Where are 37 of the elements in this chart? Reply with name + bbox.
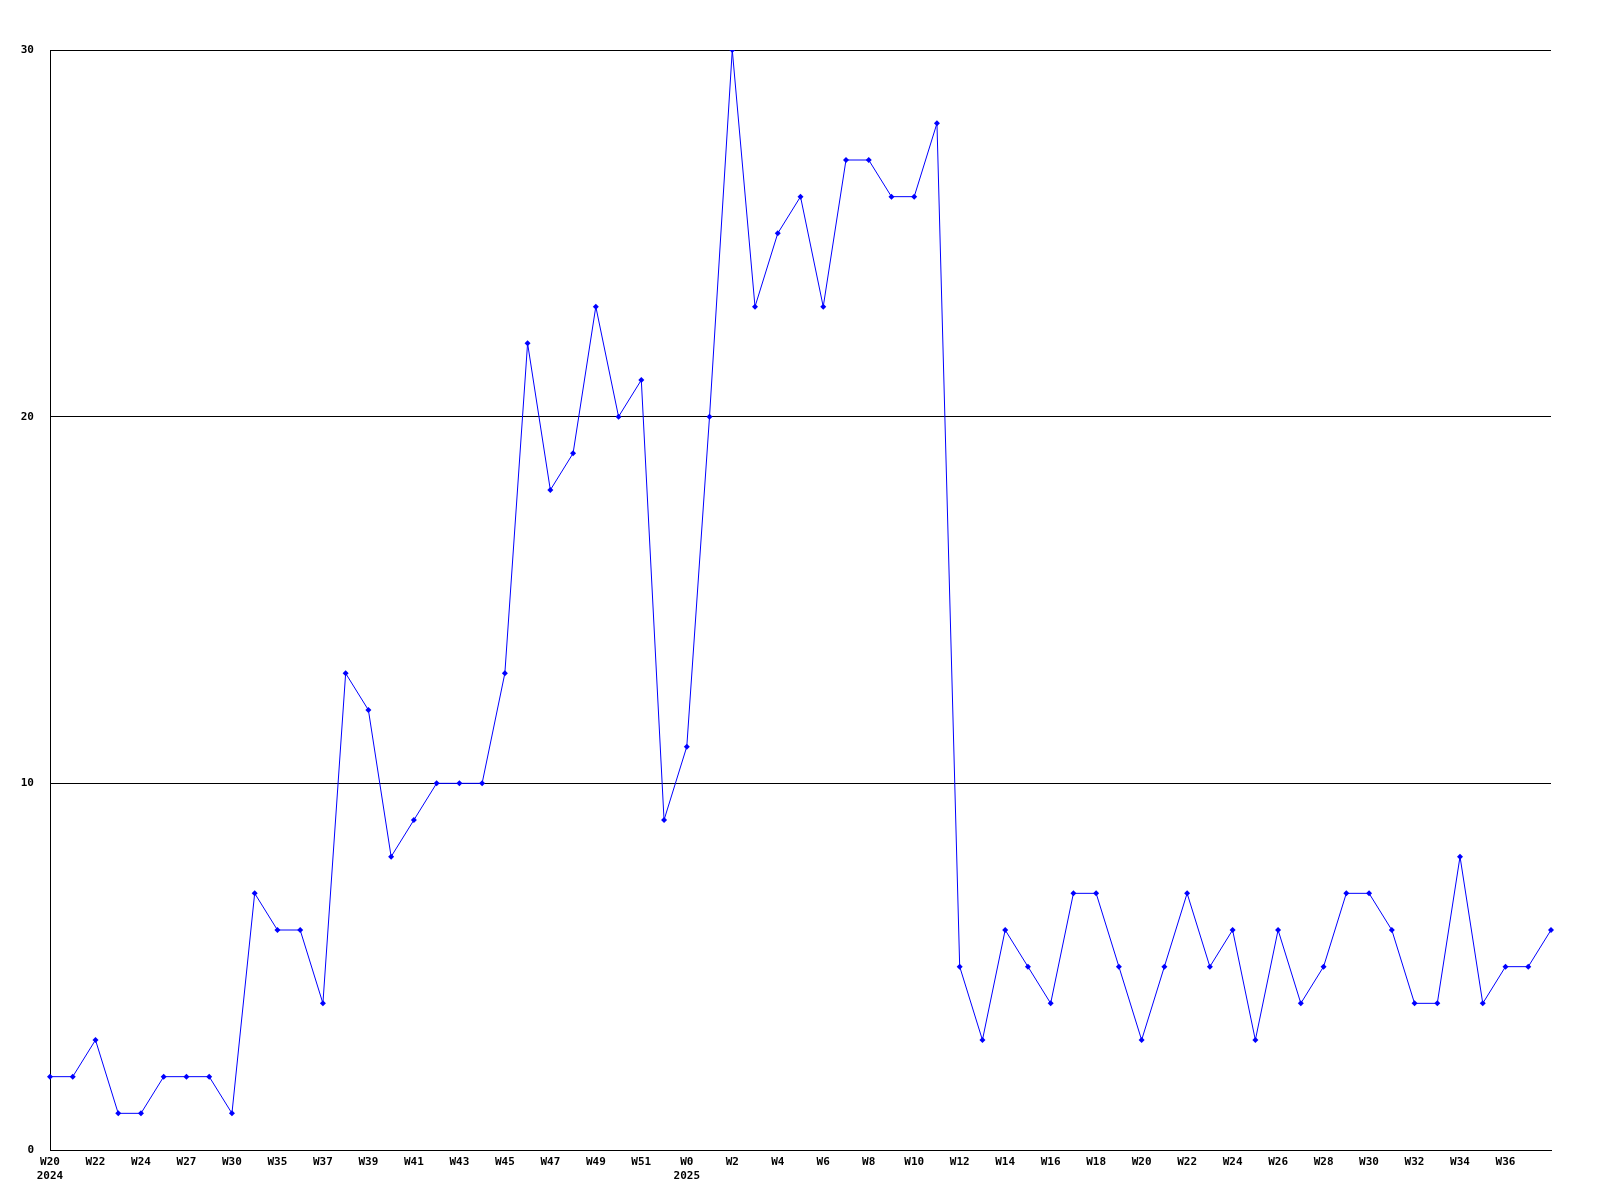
x-tick-label: W10: [904, 1155, 925, 1169]
x-tick-label: W43: [449, 1155, 470, 1169]
x-tick-label: W39: [358, 1155, 379, 1169]
x-tick-label: W0 2025: [673, 1155, 701, 1182]
x-tick-label: W36: [1495, 1155, 1516, 1169]
y-tick-label: 20: [20, 409, 34, 423]
x-tick-label: W22: [1177, 1155, 1198, 1169]
x-tick-label: W2: [725, 1155, 739, 1169]
x-tick-label: W30: [1359, 1155, 1379, 1169]
y-tick-label: 10: [20, 776, 34, 790]
y-tick-label: 30: [20, 42, 34, 56]
x-tick-label: W45: [494, 1155, 515, 1169]
x-tick-label: W24: [131, 1155, 152, 1169]
y-tick-label: 0: [27, 1142, 34, 1156]
x-tick-label: W18: [1086, 1155, 1107, 1169]
x-tick-label: W32: [1404, 1155, 1425, 1169]
x-tick-label: W26: [1268, 1155, 1289, 1169]
x-tick-label: W47: [540, 1155, 561, 1169]
x-tick-label: W12: [949, 1155, 970, 1169]
x-tick-label: W34: [1450, 1155, 1471, 1169]
x-tick-label: W4: [771, 1155, 785, 1169]
x-tick-label: W41: [403, 1155, 425, 1169]
x-tick-label: W27: [176, 1155, 197, 1169]
x-tick-label: W37: [312, 1155, 333, 1169]
x-tick-label: W51: [631, 1155, 652, 1169]
x-tick-label: W6: [816, 1155, 831, 1169]
x-tick-label: W16: [1040, 1155, 1061, 1169]
x-tick-label: W20 2024: [36, 1155, 64, 1182]
x-tick-label: W22: [85, 1155, 106, 1169]
x-tick-label: W8: [862, 1155, 876, 1169]
x-tick-label: W28: [1313, 1155, 1334, 1169]
x-tick-label: W14: [995, 1155, 1016, 1169]
x-tick-label: W35: [267, 1155, 288, 1169]
x-tick-label: W30: [222, 1155, 242, 1169]
x-tick-label: W20: [1131, 1155, 1152, 1169]
x-tick-label: W24: [1222, 1155, 1243, 1169]
x-tick-label: W49: [585, 1155, 606, 1169]
